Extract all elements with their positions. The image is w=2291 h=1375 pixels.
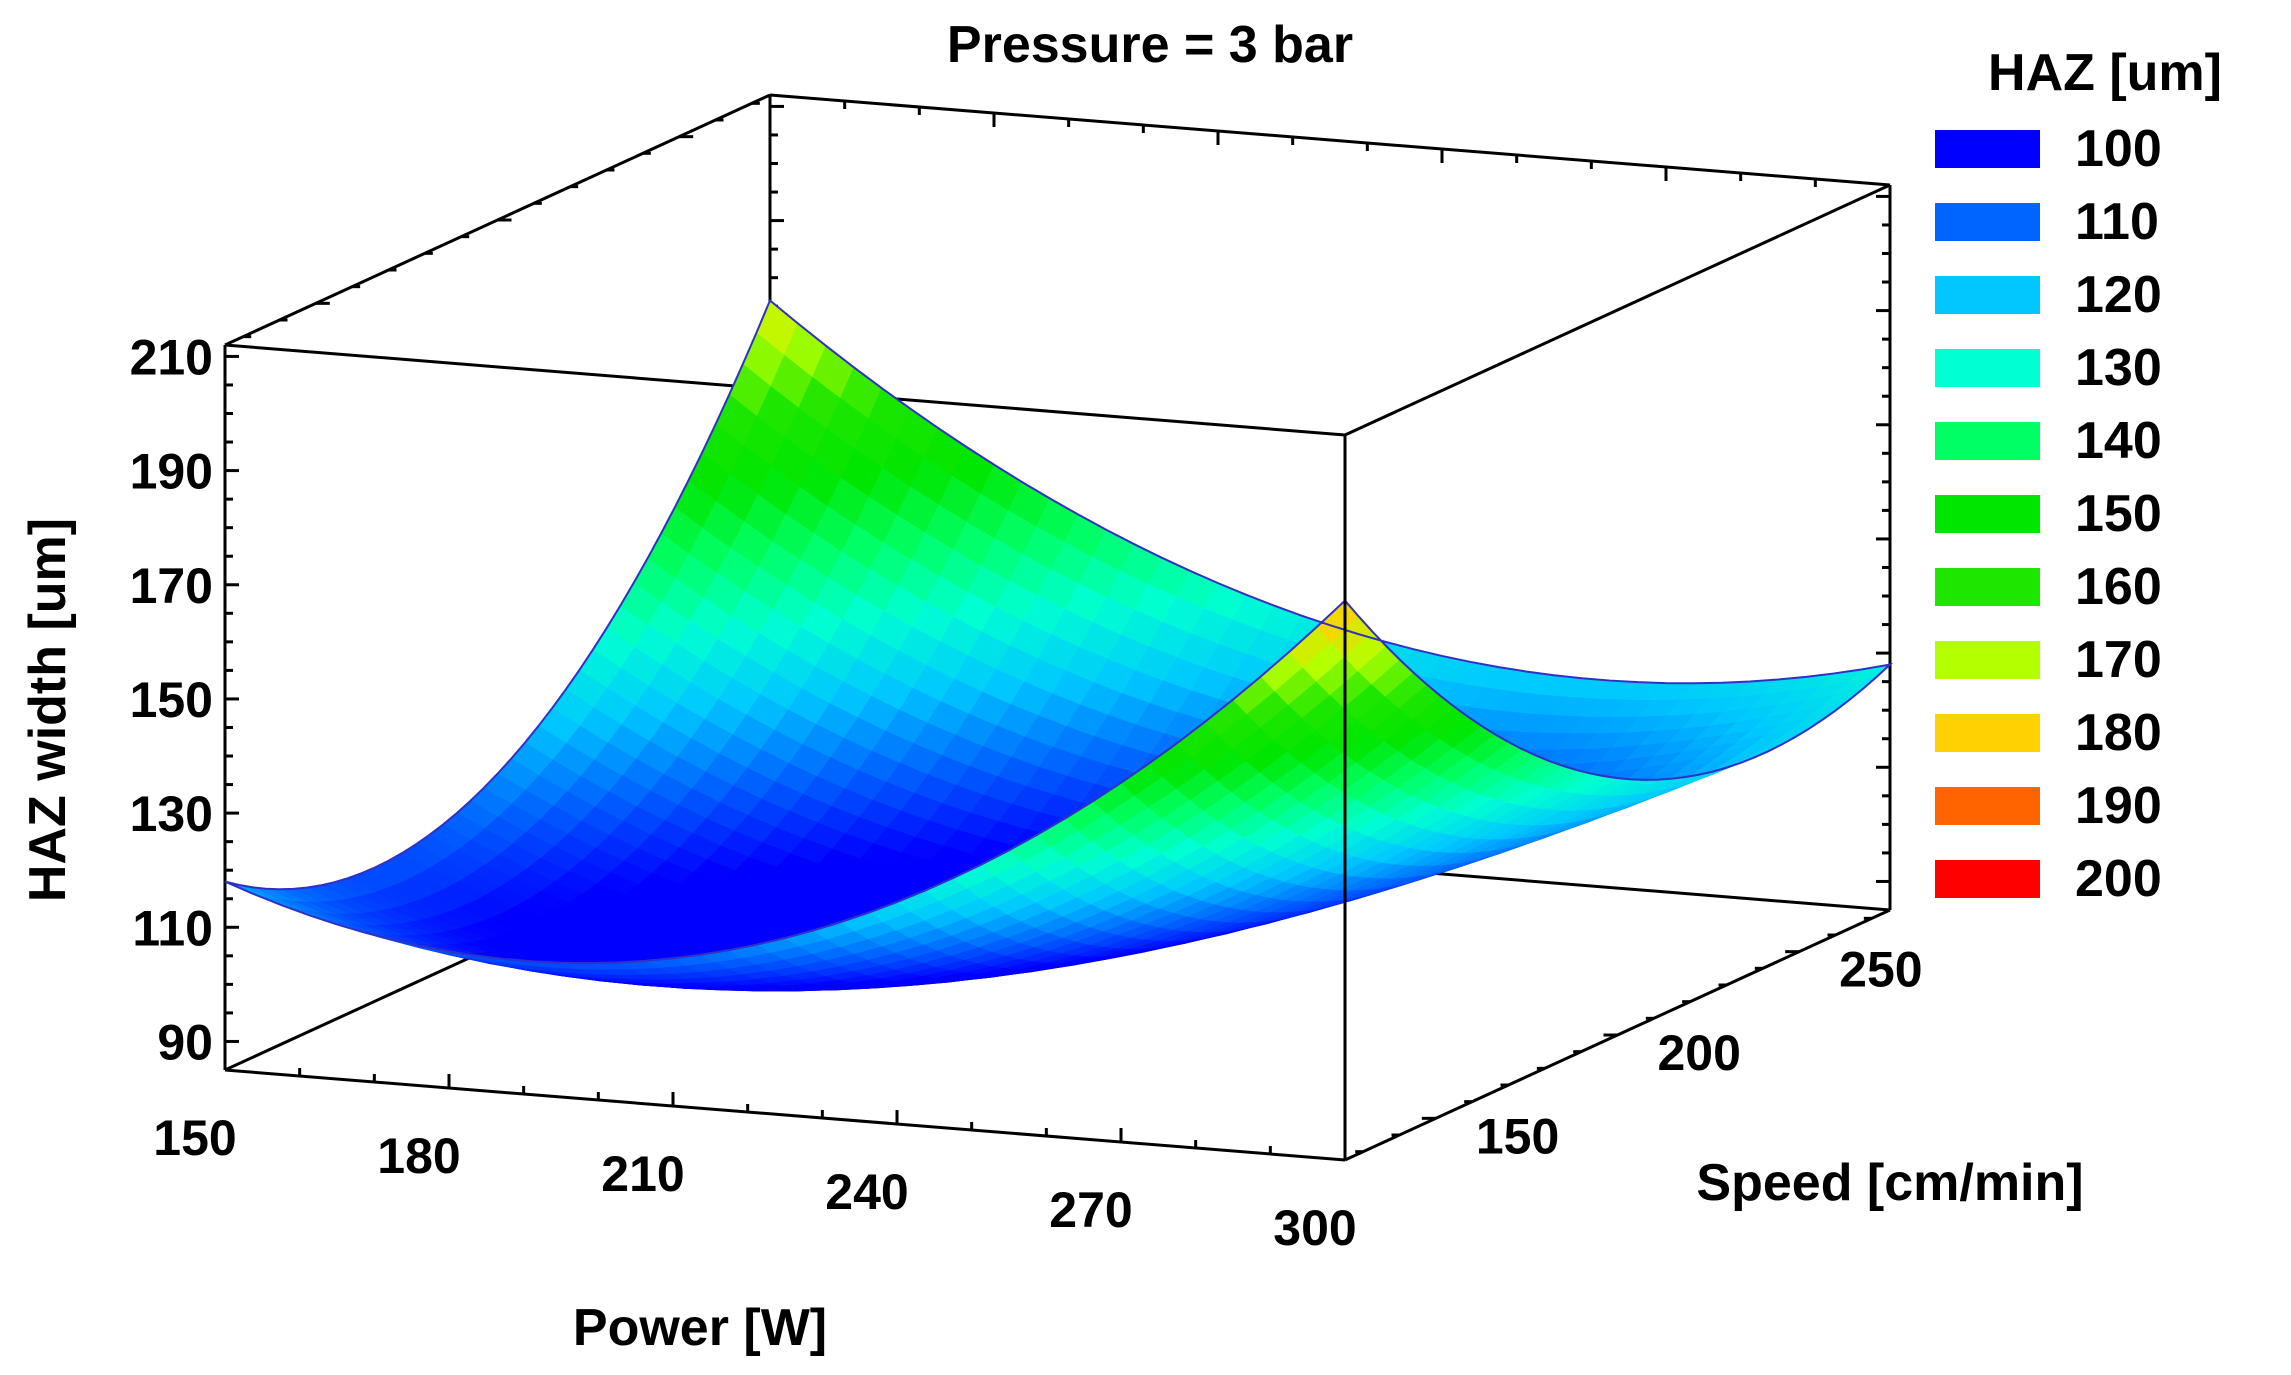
z-tick-label: 190 — [130, 444, 213, 500]
box-edge — [769, 93, 1891, 187]
legend-label: 150 — [2075, 485, 2162, 543]
legend-swatch — [1935, 714, 2040, 752]
legend-swatch — [1935, 860, 2040, 898]
y-tick-label: 200 — [1658, 1025, 1741, 1081]
legend-label: 170 — [2075, 631, 2162, 689]
legend-swatch — [1935, 422, 2040, 460]
z-tick-label: 110 — [132, 900, 213, 956]
legend-entries: 100 110 120 130 140 150 160 170 180 190 200 — [1935, 120, 2162, 908]
x-tick-label: 180 — [377, 1128, 460, 1184]
x-tick-label: 150 — [153, 1110, 236, 1166]
box-front-edges — [224, 435, 1347, 1162]
legend-label: 120 — [2075, 266, 2162, 324]
legend-swatch — [1935, 349, 2040, 387]
legend-swatch — [1935, 130, 2040, 168]
legend: HAZ [um] 100 110 120 130 140 150 160 170 180 190 2… — [1935, 44, 2222, 908]
legend-label: 100 — [2075, 120, 2162, 178]
legend-label: 160 — [2075, 558, 2162, 616]
legend-swatch — [1935, 276, 2040, 314]
legend-label: 200 — [2075, 850, 2162, 908]
legend-swatch — [1935, 203, 2040, 241]
x-tick-label: 240 — [825, 1164, 908, 1220]
legend-label: 140 — [2075, 412, 2162, 470]
legend-swatch — [1935, 495, 2040, 533]
x-tick-label: 210 — [601, 1146, 684, 1202]
x-tick-label: 270 — [1049, 1182, 1132, 1238]
y-axis-label: Speed [cm/min] — [1696, 1154, 2083, 1212]
legend-label: 110 — [2075, 193, 2159, 251]
chart-title: Pressure = 3 bar — [947, 16, 1353, 74]
z-tick-label: 90 — [157, 1014, 213, 1070]
y-tick-label: 150 — [1476, 1108, 1559, 1164]
z-tick-label: 150 — [130, 672, 213, 728]
box-edge — [224, 1068, 1346, 1162]
speed-tick-labels: 150 200 250 — [1476, 942, 1923, 1165]
z-tick-label: 170 — [130, 558, 213, 614]
haz-tick-labels: 90 110 130 150 170 190 210 — [130, 329, 213, 1070]
z-axis-label: HAZ width [um] — [19, 518, 77, 902]
z-tick-label: 210 — [130, 329, 213, 385]
surface-outline — [224, 298, 1894, 965]
z-tick-label: 130 — [130, 786, 213, 842]
legend-label: 130 — [2075, 339, 2162, 397]
legend-label: 180 — [2075, 704, 2162, 762]
power-tick-labels: 150 180 210 240 270 300 — [153, 1110, 1356, 1256]
legend-swatch — [1935, 787, 2040, 825]
response-surface — [224, 298, 1894, 992]
y-tick-label: 250 — [1839, 942, 1922, 998]
box-edge — [1344, 183, 1891, 437]
legend-title: HAZ [um] — [1988, 44, 2222, 102]
legend-label: 190 — [2075, 777, 2162, 835]
legend-swatch — [1935, 568, 2040, 606]
x-axis-label: Power [W] — [573, 1299, 827, 1357]
legend-swatch — [1935, 641, 2040, 679]
x-tick-label: 300 — [1273, 1200, 1356, 1256]
